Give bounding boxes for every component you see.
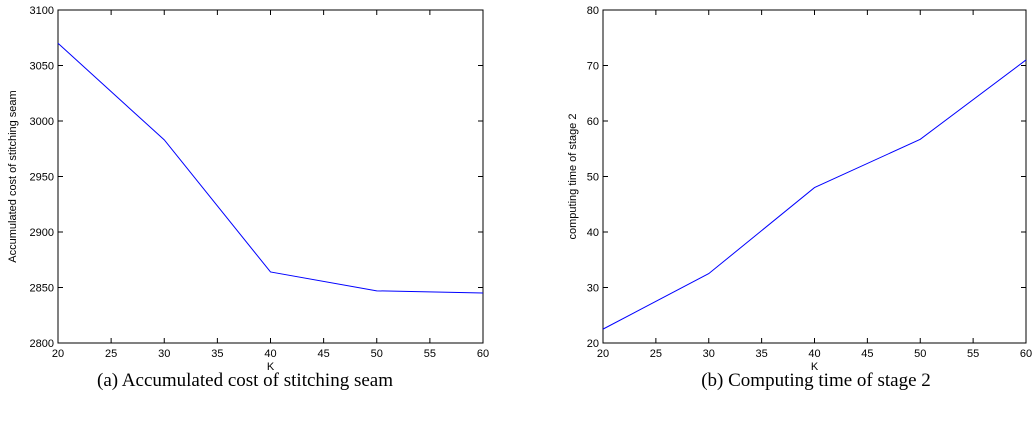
y-tick-label: 30 [587, 283, 599, 295]
series-line [57, 42, 484, 294]
y-tick-label: 2800 [30, 338, 54, 350]
y-tick-label: 80 [587, 5, 599, 17]
y-tick-label: 70 [587, 61, 599, 73]
x-tick-label: 40 [264, 348, 276, 360]
x-tick-label: 60 [1020, 348, 1032, 360]
x-tick-label: 30 [158, 348, 170, 360]
x-tick-label: 20 [597, 348, 609, 360]
y-tick-label: 3000 [30, 116, 54, 128]
x-tick-label: 30 [703, 348, 715, 360]
y-tick-label: 20 [587, 338, 599, 350]
x-tick-label: 25 [650, 348, 662, 360]
x-tick-label: 35 [756, 348, 768, 360]
y-tick-label: 50 [587, 172, 599, 184]
x-tick-label: 45 [861, 348, 873, 360]
plot-frame [57, 9, 484, 344]
y-tick-label: 2900 [30, 227, 54, 239]
y-tick-label: 2950 [30, 172, 54, 184]
x-tick-label: 55 [424, 348, 436, 360]
plot-frame [602, 9, 1027, 344]
x-tick-label: 45 [318, 348, 330, 360]
figure-caption: (b) Computing time of stage 2 [701, 370, 931, 391]
figure-caption: (a) Accumulated cost of stitching seam [97, 370, 393, 391]
x-tick-label: 25 [105, 348, 117, 360]
x-axis-label: K [811, 361, 819, 373]
y-tick-label: 3050 [30, 61, 54, 73]
chart-a: 20 25 30 35 40 45 50 55 60 2800 2850 2900 2950 3000 30… [7, 5, 489, 391]
x-tick-label: 50 [914, 348, 926, 360]
series-line [602, 59, 1027, 330]
x-tick-label: 60 [477, 348, 489, 360]
chart-b: 20 25 30 35 40 45 50 55 60 20 30 40 50 60 70 80 Kcomputi… [567, 5, 1032, 391]
x-tick-label: 50 [371, 348, 383, 360]
x-axis-label: K [267, 361, 275, 373]
x-tick-label: 35 [211, 348, 223, 360]
y-tick-label: 2850 [30, 283, 54, 295]
y-tick-label: 3100 [30, 5, 54, 17]
y-axis-label: Accumulated cost of stitching seam [7, 90, 19, 262]
y-tick-label: 40 [587, 227, 599, 239]
x-tick-label: 20 [52, 348, 64, 360]
y-axis-label: computing time of stage 2 [567, 114, 579, 240]
x-tick-label: 55 [967, 348, 979, 360]
y-tick-label: 60 [587, 116, 599, 128]
x-tick-label: 40 [808, 348, 820, 360]
